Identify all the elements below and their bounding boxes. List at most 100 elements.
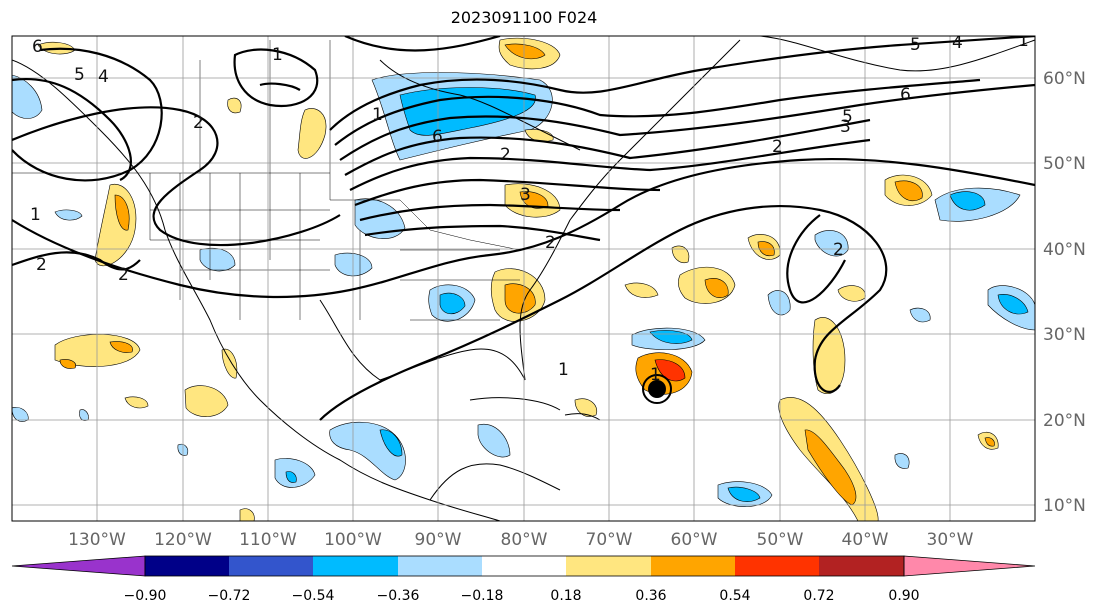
contour-line: [344, 118, 871, 176]
positive-anomaly: [59, 359, 76, 369]
lon-tick-label: 120°W: [154, 530, 212, 550]
positive-anomaly: [124, 396, 149, 409]
colorbar-label: −0.90: [124, 588, 167, 604]
north-america-west-coast: [12, 59, 501, 521]
negative-anomaly: [379, 429, 403, 457]
colorbar-segment: [398, 556, 482, 576]
lon-axis: 130°W 120°W 110°W 100°W 90°W 80°W 70°W 6…: [68, 530, 974, 550]
lon-tick-label: 60°W: [671, 530, 718, 550]
negative-anomaly: [54, 209, 83, 221]
contour-line: [233, 48, 319, 108]
colorbar-label: 0.18: [550, 588, 581, 604]
contour-line: [354, 178, 661, 207]
colorbar-segment: [735, 556, 819, 576]
contour-line: [334, 78, 981, 146]
contour-label: 2: [545, 233, 556, 253]
contour-label: 1: [272, 45, 283, 65]
lon-tick-label: 80°W: [501, 530, 548, 550]
lon-tick-label: 40°W: [842, 530, 889, 550]
colorbar: −0.90 −0.72 −0.54 −0.36 −0.18 0.18 0.36 …: [11, 555, 1036, 604]
negative-anomaly: [477, 423, 511, 458]
positive-anomaly: [894, 180, 923, 202]
contour-line: [339, 83, 1035, 161]
hudson-bay: [379, 59, 581, 151]
colorbar-segment: [229, 556, 313, 576]
contour-line: [319, 205, 888, 421]
map-title: 2023091100 F024: [450, 8, 598, 27]
colorbar-extend-max: [903, 555, 1036, 577]
cyclone-center: [648, 380, 666, 398]
negative-anomaly: [199, 247, 236, 272]
plot-frame: [11, 35, 1036, 522]
colorbar-label: −0.36: [377, 588, 420, 604]
contour-label: 3: [520, 185, 531, 205]
central-america: [429, 463, 561, 501]
contour-line: [12, 47, 163, 182]
colorbar-segment: [566, 556, 651, 576]
positive-anomaly: [114, 194, 130, 231]
contour-label: 5: [74, 65, 85, 85]
contour-label: 6: [432, 127, 443, 147]
colorbar-segment: [313, 556, 398, 576]
contour-label: 4: [98, 67, 109, 87]
negative-anomaly: [285, 471, 297, 483]
contour-label: 2: [772, 137, 783, 157]
contour-label: 5: [910, 35, 921, 55]
contour-label: 5: [842, 107, 853, 127]
contour-line: [259, 82, 301, 91]
lat-tick-label: 50°N: [1043, 154, 1086, 174]
contour-label: 2: [193, 113, 204, 133]
contour-label: 3: [840, 117, 851, 137]
contour-label: 1: [1018, 31, 1029, 51]
positive-anomaly: [239, 508, 255, 521]
contour-line: [359, 203, 621, 222]
colorbar-segment: [482, 556, 566, 576]
contour-line: [12, 78, 132, 181]
lat-axis: 60°N 50°N 40°N 30°N 20°N 10°N: [1043, 69, 1086, 516]
colorbar-label: 0.90: [888, 588, 919, 604]
negative-anomaly: [274, 458, 316, 488]
negative-anomaly: [12, 74, 43, 119]
colorbar-segment: [145, 556, 229, 576]
lon-tick-label: 110°W: [239, 530, 297, 550]
positive-anomaly: [227, 97, 242, 114]
contour-labels: 6 5 4 1 2 1 6 5 4 3 2 1 6 5 3 2 2 1 2 2 …: [30, 31, 1029, 385]
colorbar-label: 0.72: [803, 588, 834, 604]
coastlines: [12, 36, 1035, 521]
colorbar-frame: [144, 555, 905, 577]
lon-tick-label: 70°W: [586, 530, 633, 550]
cyclone-ring: [642, 374, 672, 404]
lat-tick-label: 20°N: [1043, 411, 1086, 431]
negative-anomaly: [439, 292, 466, 315]
positive-anomaly: [704, 278, 729, 299]
positive-anomaly: [804, 429, 857, 506]
contour-label: 1: [30, 205, 41, 225]
caribbean-islands: [469, 397, 601, 421]
colorbar-label: 0.36: [635, 588, 666, 604]
contour-line: [364, 224, 601, 242]
lat-tick-label: 60°N: [1043, 69, 1086, 89]
positive-anomaly: [504, 283, 536, 314]
colorbar-label: −0.18: [461, 588, 504, 604]
contour-label: 2: [118, 265, 129, 285]
negative-anomaly: [909, 307, 931, 323]
lon-tick-label: 130°W: [68, 530, 126, 550]
negative-anomaly: [894, 453, 910, 469]
lat-tick-label: 10°N: [1043, 496, 1086, 516]
lat-tick-label: 30°N: [1043, 325, 1086, 345]
negative-anomaly: [727, 486, 761, 502]
negative-anomaly: [354, 198, 406, 239]
contour-line: [329, 36, 1035, 131]
positive-anomaly: [624, 282, 659, 298]
positive-anomaly: [671, 245, 690, 263]
positive-anomaly: [221, 348, 238, 379]
positive-anomaly: [184, 385, 229, 417]
contour-label: 4: [952, 33, 963, 53]
negative-anomaly-core: [399, 87, 536, 136]
tropical-cyclone-marker: [642, 374, 672, 404]
contour-label: 1: [650, 365, 661, 385]
colorbar-label: −0.72: [208, 588, 251, 604]
negative-anomaly: [814, 230, 849, 257]
contour-line: [349, 138, 871, 191]
